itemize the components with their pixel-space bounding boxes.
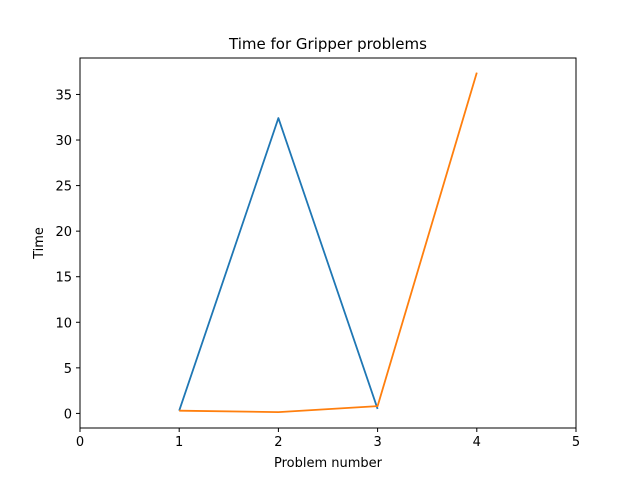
y-tick-label: 25 [55, 180, 72, 195]
series-layer [178, 72, 478, 414]
plot-frame [79, 57, 577, 429]
series-line-2 [179, 72, 478, 414]
series-line-1 [178, 117, 379, 411]
x-tick-label: 4 [473, 435, 481, 450]
y-tick-label: 5 [64, 362, 72, 377]
y-tick-label: 20 [55, 225, 72, 240]
chart-title: Time for Gripper problems [228, 35, 427, 53]
y-axis-label: Time [32, 227, 47, 260]
x-tick-label: 1 [175, 435, 183, 450]
y-tick-label: 15 [55, 271, 72, 286]
y-tick-label: 10 [55, 316, 72, 331]
x-tick-label: 3 [373, 435, 381, 450]
y-tick-label: 0 [64, 407, 72, 422]
x-tick-label: 5 [572, 435, 580, 450]
x-tick-label: 2 [274, 435, 282, 450]
y-tick-label: 30 [55, 134, 72, 149]
x-axis-label: Problem number [274, 456, 383, 471]
x-tick-label: 0 [76, 435, 84, 450]
y-tick-label: 35 [55, 88, 72, 103]
ticks-layer: 0 1 2 3 4 5 0 5 10 15 20 25 30 35 [55, 88, 580, 450]
